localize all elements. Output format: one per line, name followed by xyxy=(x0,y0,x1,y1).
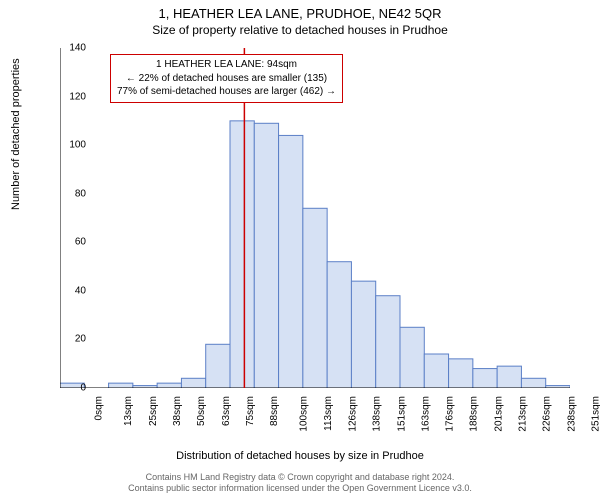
x-tick-label: 151sqm xyxy=(396,396,407,432)
histogram-bar xyxy=(424,354,448,388)
x-tick-label: 100sqm xyxy=(299,396,310,432)
y-tick-label: 100 xyxy=(56,140,86,151)
histogram-bar xyxy=(351,281,375,388)
histogram-bar xyxy=(279,135,303,388)
y-axis-label: Number of detached properties xyxy=(10,58,22,210)
y-tick-label: 80 xyxy=(56,188,86,199)
annotation-line2: ← 22% of detached houses are smaller (13… xyxy=(117,72,336,86)
x-tick-label: 213sqm xyxy=(518,396,529,432)
histogram-bar xyxy=(376,296,400,388)
footer-line1: Contains HM Land Registry data © Crown c… xyxy=(0,472,600,483)
x-axis-label: Distribution of detached houses by size … xyxy=(0,450,600,462)
histogram-bar xyxy=(449,359,473,388)
histogram-bar xyxy=(303,208,327,388)
histogram-bar xyxy=(497,366,521,388)
y-tick-label: 60 xyxy=(56,237,86,248)
histogram-bar xyxy=(473,369,497,388)
page-title: 1, HEATHER LEA LANE, PRUDHOE, NE42 5QR xyxy=(0,0,600,21)
x-tick-label: 226sqm xyxy=(542,396,553,432)
footer-attribution: Contains HM Land Registry data © Crown c… xyxy=(0,472,600,495)
x-tick-label: 50sqm xyxy=(196,396,207,426)
x-tick-label: 188sqm xyxy=(469,396,480,432)
x-tick-label: 201sqm xyxy=(493,396,504,432)
x-tick-label: 251sqm xyxy=(590,396,600,432)
x-tick-label: 63sqm xyxy=(221,396,232,426)
histogram-bar xyxy=(109,383,133,388)
histogram-bar xyxy=(400,327,424,388)
y-tick-label: 140 xyxy=(56,43,86,54)
histogram-bar xyxy=(230,121,254,388)
y-tick-label: 40 xyxy=(56,285,86,296)
x-tick-label: 238sqm xyxy=(566,396,577,432)
histogram-bar xyxy=(327,262,351,388)
chart-area: 1 HEATHER LEA LANE: 94sqm ← 22% of detac… xyxy=(60,48,570,388)
x-tick-label: 126sqm xyxy=(348,396,359,432)
histogram-bar xyxy=(254,123,278,388)
y-tick-label: 120 xyxy=(56,91,86,102)
x-tick-label: 88sqm xyxy=(269,396,280,426)
x-tick-label: 25sqm xyxy=(148,396,159,426)
footer-line2: Contains public sector information licen… xyxy=(0,483,600,494)
x-tick-label: 38sqm xyxy=(172,396,183,426)
annotation-box: 1 HEATHER LEA LANE: 94sqm ← 22% of detac… xyxy=(110,54,343,103)
histogram-bar xyxy=(157,383,181,388)
chart-container: 1, HEATHER LEA LANE, PRUDHOE, NE42 5QR S… xyxy=(0,0,600,500)
x-tick-label: 176sqm xyxy=(445,396,456,432)
x-tick-label: 13sqm xyxy=(123,396,134,426)
x-tick-label: 113sqm xyxy=(323,396,334,431)
x-tick-label: 138sqm xyxy=(372,396,383,432)
annotation-line3: 77% of semi-detached houses are larger (… xyxy=(117,85,336,99)
x-tick-label: 75sqm xyxy=(245,396,256,426)
x-tick-label: 0sqm xyxy=(94,396,105,420)
histogram-bar xyxy=(521,378,545,388)
y-tick-label: 20 xyxy=(56,334,86,345)
annotation-line1: 1 HEATHER LEA LANE: 94sqm xyxy=(117,58,336,72)
histogram-bar xyxy=(181,378,205,388)
histogram-bar xyxy=(206,344,230,388)
x-tick-label: 163sqm xyxy=(420,396,431,432)
chart-subtitle: Size of property relative to detached ho… xyxy=(0,21,600,37)
y-tick-label: 0 xyxy=(56,383,86,394)
